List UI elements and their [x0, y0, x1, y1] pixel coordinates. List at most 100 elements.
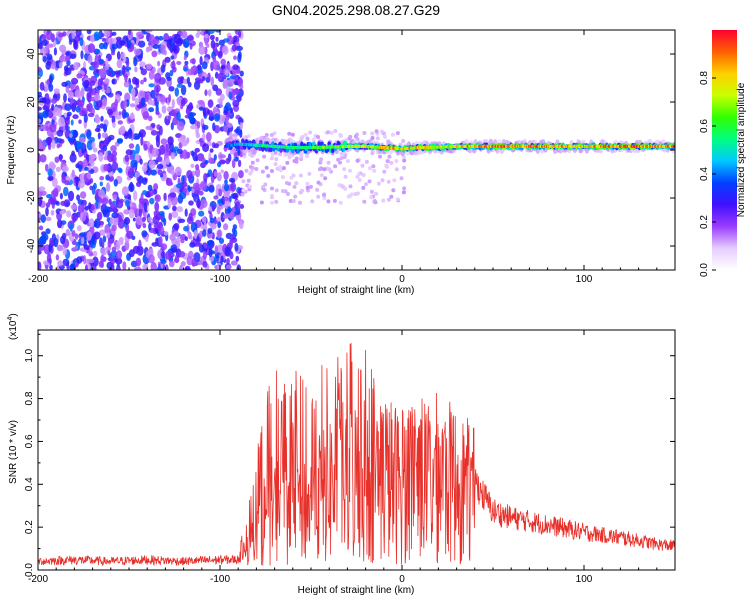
noise-blob — [237, 53, 242, 63]
noise-blob — [122, 64, 126, 75]
noise-blob — [169, 69, 174, 77]
noise-blob — [203, 173, 208, 182]
noise-blob — [223, 183, 230, 192]
noise-blob — [217, 221, 222, 229]
noise-blob — [78, 137, 86, 143]
noise-blob — [165, 250, 172, 260]
noise-blob — [93, 93, 101, 102]
y-tick-label: 0.8 — [24, 391, 35, 405]
noise-blob — [339, 156, 344, 161]
noise-blob — [134, 48, 142, 56]
noise-blob — [176, 183, 182, 189]
noise-blob — [186, 255, 193, 266]
noise-blob — [235, 255, 240, 262]
noise-blob — [204, 36, 208, 46]
noise-blob — [232, 192, 239, 200]
noise-blob — [274, 199, 279, 204]
noise-blob — [157, 224, 162, 232]
noise-blob — [77, 180, 85, 189]
noise-blob — [94, 218, 101, 229]
noise-blob — [91, 141, 96, 150]
noise-blob — [208, 157, 215, 164]
noise-blob — [188, 111, 194, 122]
noise-blob — [224, 69, 229, 76]
noise-blob — [141, 165, 148, 172]
noise-blob — [159, 210, 165, 217]
colorbar-tick-label: 0.4 — [699, 167, 710, 181]
noise-blob — [186, 170, 193, 179]
noise-blob — [150, 89, 156, 99]
spectrogram-x-axis: -200 -100 0 100 — [28, 30, 676, 285]
noise-blob — [142, 177, 148, 185]
noise-blob — [147, 184, 153, 192]
spectrogram-y-label: Frequency (Hz) — [6, 116, 17, 185]
noise-blob — [59, 210, 66, 215]
noise-blob — [192, 151, 198, 162]
noise-blob — [369, 195, 374, 200]
noise-blob — [160, 44, 166, 55]
noise-blob — [110, 102, 118, 112]
noise-blob — [69, 222, 73, 233]
snr-y-axis: 0.0 0.2 0.4 0.6 0.8 1.0 — [24, 333, 675, 577]
noise-blob — [178, 251, 186, 258]
noise-blob — [58, 61, 63, 69]
noise-blob — [46, 252, 52, 264]
noise-blob — [106, 232, 111, 239]
noise-blob — [294, 181, 299, 186]
noise-blob — [114, 70, 121, 75]
noise-blob — [226, 122, 233, 128]
noise-blob — [71, 169, 75, 178]
noise-blob — [63, 93, 67, 103]
noise-blob — [152, 44, 160, 49]
noise-blob — [121, 186, 129, 197]
noise-blob — [188, 212, 193, 222]
noise-blob — [401, 190, 406, 195]
noise-blob — [64, 103, 72, 111]
noise-blob — [51, 103, 55, 111]
noise-blob — [216, 172, 222, 182]
noise-blob — [208, 246, 213, 258]
noise-blob — [47, 168, 53, 177]
noise-blob — [76, 194, 81, 201]
noise-blob — [140, 79, 144, 85]
noise-blob — [196, 198, 201, 209]
noise-blob — [180, 238, 185, 244]
noise-blob — [177, 76, 184, 85]
noise-blob — [145, 30, 153, 33]
noise-blob — [170, 169, 175, 176]
noise-blob — [326, 199, 331, 204]
noise-blob — [376, 181, 381, 186]
noise-blob — [217, 229, 222, 239]
noise-blob — [229, 177, 235, 183]
noise-blob — [207, 72, 211, 81]
noise-blob — [111, 212, 119, 219]
noise-blob — [59, 192, 64, 200]
ridge-core — [672, 144, 675, 148]
noise-blob — [103, 30, 111, 38]
noise-blob — [209, 34, 215, 41]
colorbar-tick-label: 0.2 — [699, 215, 710, 229]
noise-blob — [394, 167, 399, 172]
noise-blob — [106, 182, 111, 192]
noise-blob — [176, 61, 182, 65]
noise-blob — [207, 228, 213, 234]
noise-blob — [71, 30, 76, 40]
chart-title: GN04.2025.298.08.27.G29 — [272, 2, 440, 18]
noise-blob — [84, 86, 91, 92]
noise-blob — [113, 206, 118, 214]
noise-blob — [150, 130, 158, 136]
noise-blob — [339, 151, 344, 156]
noise-blob — [225, 102, 231, 112]
noise-blob — [189, 42, 193, 50]
noise-blob — [394, 159, 399, 164]
noise-blob — [138, 132, 143, 138]
noise-blob — [148, 107, 155, 113]
noise-blob — [249, 169, 254, 174]
noise-blob — [195, 164, 200, 171]
noise-blob — [39, 81, 45, 91]
noise-blob — [61, 232, 67, 240]
noise-blob — [197, 79, 204, 84]
noise-blob — [153, 210, 159, 216]
noise-blob — [111, 43, 119, 50]
